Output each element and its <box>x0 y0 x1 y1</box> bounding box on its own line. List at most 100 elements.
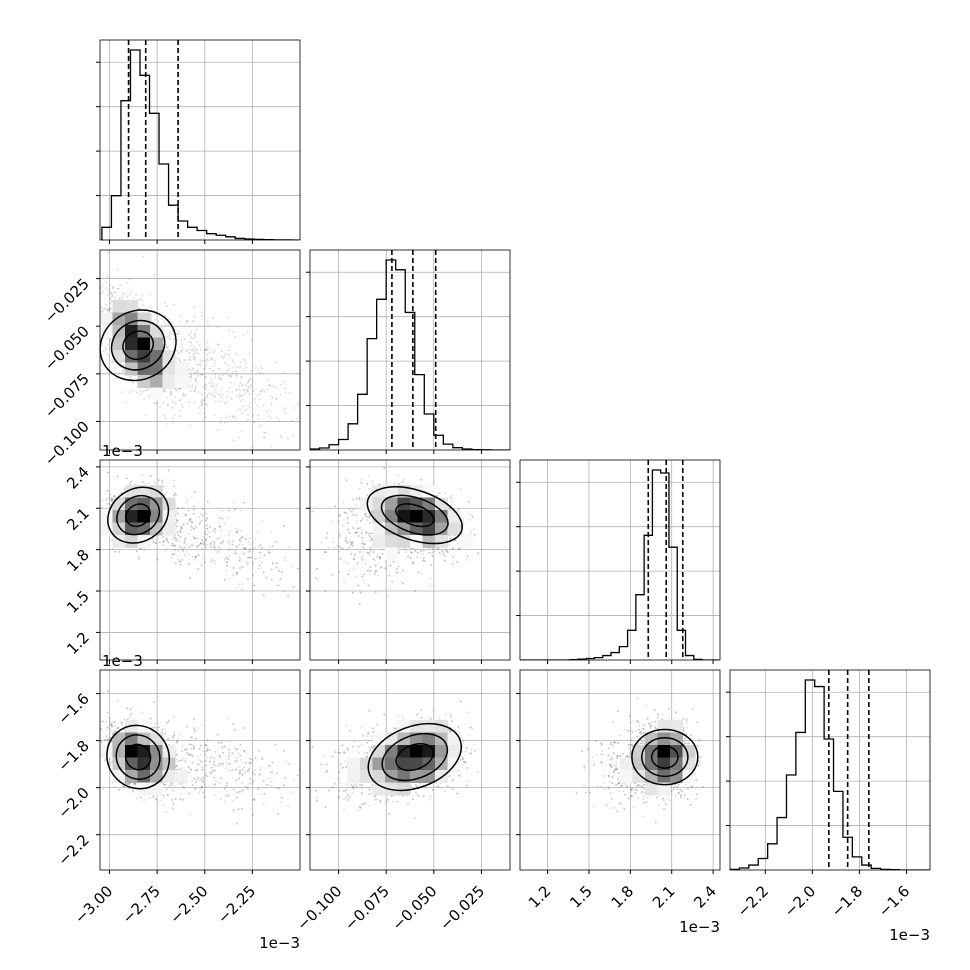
scatter-point <box>206 341 209 344</box>
scatter-point <box>246 562 249 565</box>
scatter-point <box>190 369 193 372</box>
scatter-point <box>174 492 177 495</box>
scatter-point <box>193 512 195 515</box>
scatter-point <box>193 321 195 323</box>
scatter-point <box>228 509 231 512</box>
scatter-point <box>203 541 206 543</box>
scatter-point <box>176 519 178 522</box>
scatter-point <box>212 351 215 353</box>
scatter-point <box>307 417 309 419</box>
ytick-label: −0.075 <box>41 370 93 422</box>
scatter-point <box>181 507 184 510</box>
scatter-point <box>194 555 197 558</box>
scatter-point <box>260 424 263 426</box>
scatter-point <box>238 559 241 562</box>
scatter-point <box>123 371 125 373</box>
scatter-point <box>225 556 228 559</box>
scatter-point <box>204 402 206 405</box>
scatter-point <box>162 540 165 543</box>
scatter-point <box>204 533 207 536</box>
scatter-point <box>195 348 197 351</box>
scatter-point <box>217 367 220 370</box>
scatter-point <box>225 401 228 404</box>
scatter-point <box>177 330 180 333</box>
scatter-point <box>186 320 189 323</box>
scatter-point <box>241 583 244 586</box>
scatter-point <box>215 549 217 552</box>
scatter-point <box>179 528 182 531</box>
scatter-point <box>277 458 279 460</box>
scatter-point <box>123 364 125 367</box>
scatter-point <box>173 494 176 496</box>
ytick-label: −0.050 <box>41 322 93 374</box>
scatter-point <box>188 518 191 521</box>
scatter-point <box>206 500 209 503</box>
scatter-point <box>263 431 266 434</box>
density-cell <box>137 375 151 388</box>
scatter-point <box>173 303 176 306</box>
density-cell <box>162 362 176 376</box>
scatter-point <box>106 490 109 492</box>
scatter-point <box>120 491 123 494</box>
scatter-point <box>231 540 234 543</box>
scatter-point <box>240 529 243 532</box>
scatter-point <box>237 528 240 531</box>
scatter-point <box>181 343 184 346</box>
scatter-point <box>244 392 246 395</box>
scatter-point <box>251 414 254 416</box>
scatter-point <box>205 538 207 541</box>
scatter-point <box>218 375 221 377</box>
scatter-point <box>191 555 194 558</box>
scatter-point <box>176 333 179 336</box>
scatter-point <box>165 548 168 551</box>
scatter-point <box>252 420 255 423</box>
scatter-point <box>184 546 186 549</box>
scatter-point <box>257 418 260 420</box>
scatter-point <box>216 429 219 432</box>
scatter-point <box>236 572 239 575</box>
scatter-point <box>176 531 179 534</box>
scatter-point <box>143 483 146 485</box>
scatter-point <box>241 430 243 433</box>
scatter-point <box>235 531 238 533</box>
scatter-point <box>216 343 219 346</box>
scatter-point <box>254 398 257 400</box>
scatter-point <box>169 393 171 396</box>
scatter-point <box>167 469 170 472</box>
scatter-point <box>191 383 194 386</box>
scatter-point <box>176 540 179 543</box>
scatter-point <box>212 370 215 372</box>
scatter-point <box>181 349 184 351</box>
scatter-point <box>239 567 241 569</box>
scatter-point <box>204 367 207 369</box>
scatter-point <box>193 337 195 340</box>
scatter-point <box>277 584 280 587</box>
scatter-point <box>162 544 165 547</box>
scatter-point <box>203 542 206 544</box>
scatter-point <box>328 454 330 456</box>
scatter-point <box>152 540 155 543</box>
scatter-point <box>254 557 257 560</box>
scatter-point <box>194 526 197 528</box>
scatter-point <box>303 394 305 396</box>
scatter-point <box>226 564 229 567</box>
scatter-point <box>106 343 109 346</box>
scatter-point <box>213 546 216 549</box>
scatter-point <box>213 541 216 544</box>
scatter-point <box>176 356 179 359</box>
scatter-point <box>215 384 218 387</box>
scatter-point <box>261 520 264 522</box>
scatter-point <box>225 569 228 572</box>
scatter-point <box>170 332 173 335</box>
scatter-point <box>139 390 142 392</box>
scatter-point <box>249 401 252 404</box>
scatter-point <box>151 307 154 310</box>
scatter-point <box>226 369 228 372</box>
scatter-point <box>243 547 246 549</box>
scatter-point <box>197 369 200 372</box>
scatter-point <box>253 421 256 424</box>
scatter-point <box>187 359 190 361</box>
scatter-point <box>235 388 238 391</box>
scatter-point <box>186 498 189 501</box>
scatter-point <box>184 513 187 516</box>
